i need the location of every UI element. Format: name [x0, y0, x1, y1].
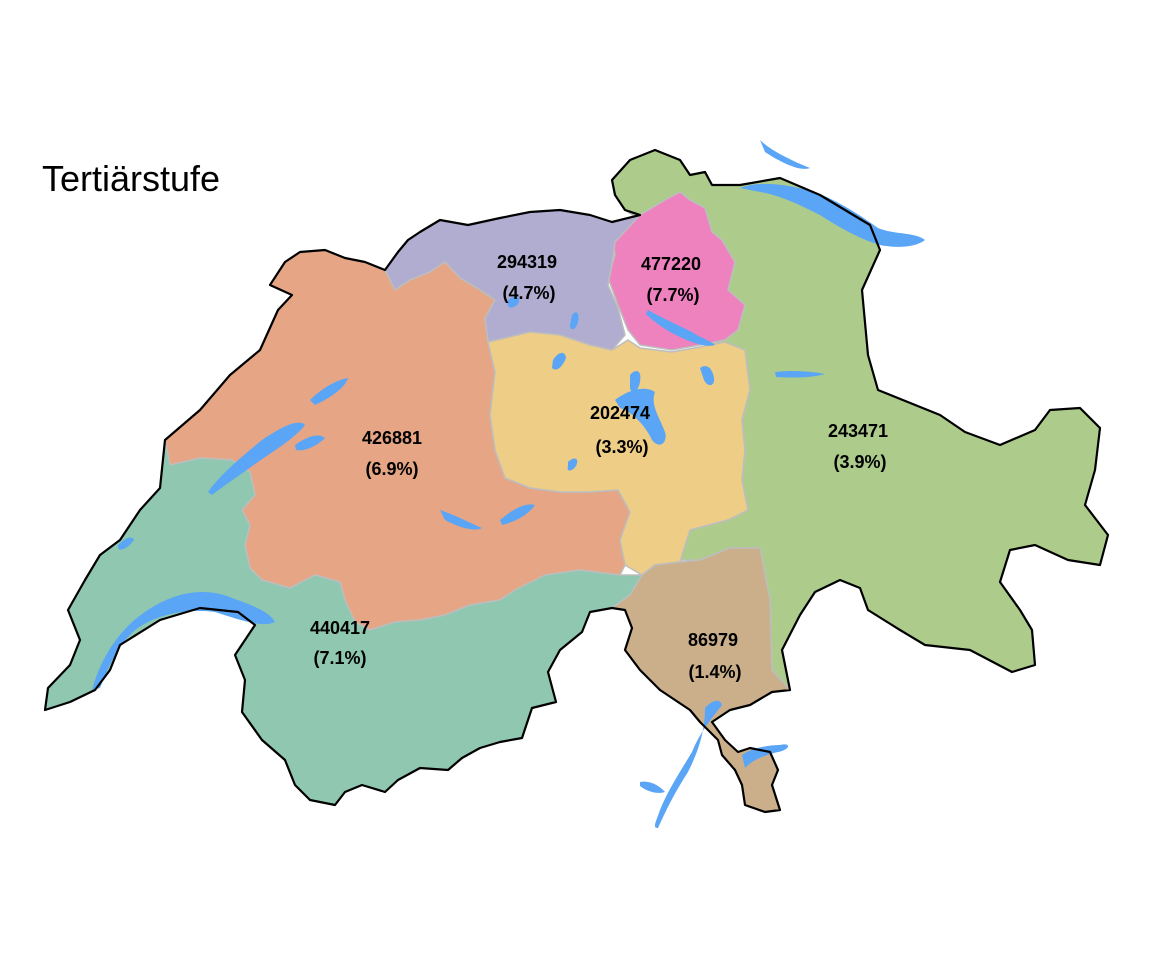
- lake-zurich: [646, 310, 715, 346]
- region-labels: 440417 (7.1%) 426881 (6.9%) 294319 (4.7%…: [310, 252, 888, 682]
- label-value-zentralschweiz: 202474: [590, 403, 650, 423]
- label-value-ostschweiz: 243471: [828, 421, 888, 441]
- label-value-espace-mittelland: 426881: [362, 428, 422, 448]
- lake-small-west: [118, 537, 134, 550]
- lake-sempach: [552, 352, 566, 370]
- label-percent-zuerich: (7.7%): [646, 285, 699, 305]
- lake-constance: [740, 140, 925, 247]
- lake-small-east: [700, 366, 715, 386]
- lake-lucerne: [615, 388, 666, 445]
- label-value-lemanique: 440417: [310, 618, 370, 638]
- label-value-zuerich: 477220: [641, 254, 701, 274]
- regions: [44, 149, 1109, 813]
- lake-small-north: [507, 296, 520, 308]
- lake-neuchatel: [208, 422, 305, 495]
- lake-maggiore: [640, 700, 722, 828]
- lake-brienz: [500, 504, 535, 525]
- map-title: Tertiärstufe: [42, 158, 221, 199]
- label-percent-zentralschweiz: (3.3%): [595, 437, 648, 457]
- lake-sarnen: [567, 458, 578, 471]
- lake-thun: [440, 510, 482, 530]
- lake-geneva: [92, 592, 275, 690]
- lake-zug: [630, 370, 641, 393]
- label-percent-ticino: (1.4%): [688, 662, 741, 682]
- lake-lugano: [742, 744, 789, 768]
- lake-walen: [775, 370, 825, 378]
- lakes: [92, 140, 925, 828]
- label-value-ticino: 86979: [688, 630, 738, 650]
- label-percent-espace-mittelland: (6.9%): [365, 459, 418, 479]
- country-border: [43, 148, 1110, 814]
- region-zentralschweiz: [487, 331, 751, 576]
- label-percent-nordwestschweiz: (4.7%): [502, 283, 555, 303]
- label-percent-lemanique: (7.1%): [313, 648, 366, 668]
- label-percent-ostschweiz: (3.9%): [833, 452, 886, 472]
- lake-biel: [310, 378, 348, 405]
- lake-hallwil: [570, 312, 579, 330]
- label-value-nordwestschweiz: 294319: [497, 252, 557, 272]
- lake-murten: [295, 435, 325, 451]
